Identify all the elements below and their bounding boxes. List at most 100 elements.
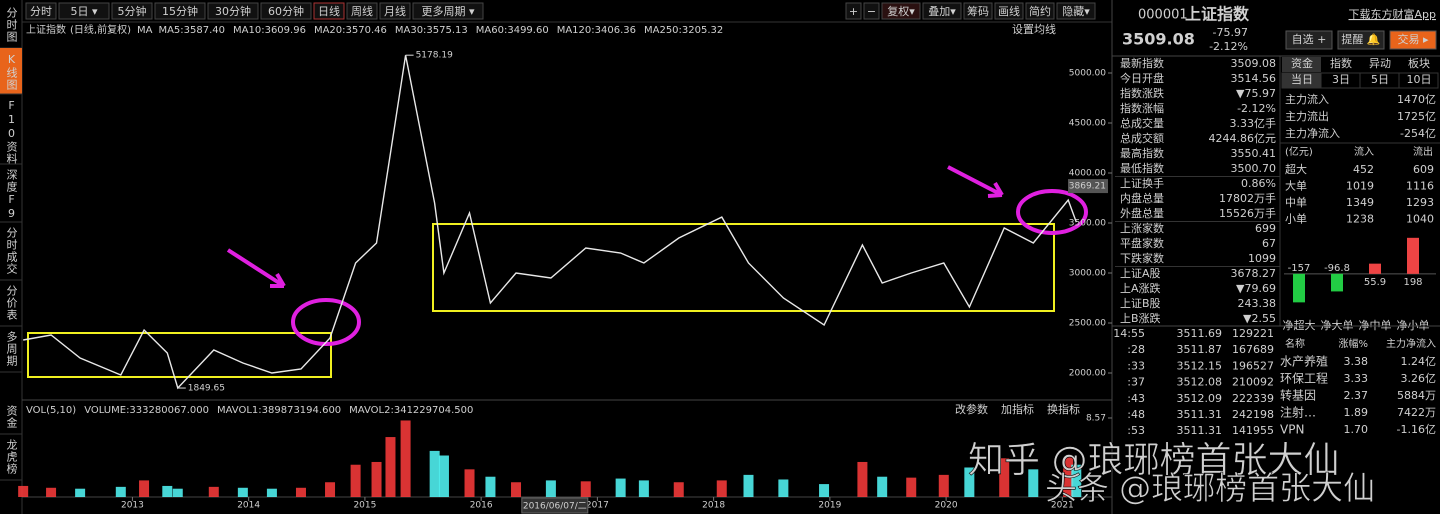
period-button[interactable] bbox=[260, 2, 312, 20]
volume-bar bbox=[400, 420, 411, 497]
sector-header: 名称 bbox=[1285, 337, 1305, 350]
period-button[interactable] bbox=[25, 2, 57, 20]
flow-table-out: 1293 bbox=[1406, 196, 1434, 209]
x-tick-label: 2014 bbox=[237, 501, 260, 511]
stat-value: 67 bbox=[1262, 237, 1276, 250]
volume-bar bbox=[295, 487, 306, 497]
period-label[interactable]: 更多周期 ▾ bbox=[421, 4, 474, 18]
period-label[interactable]: 周线 bbox=[351, 4, 373, 18]
tool-label[interactable]: − bbox=[867, 5, 876, 18]
volume-bar bbox=[819, 484, 830, 497]
sidebar-item[interactable]: F10资料 bbox=[5, 99, 18, 165]
sidebar-item[interactable]: 龙虎榜 bbox=[5, 439, 18, 475]
sector-name: 环保工程 bbox=[1280, 371, 1328, 386]
stat-value: 3514.56 bbox=[1231, 72, 1277, 85]
sidebar-item[interactable]: 分时成交 bbox=[5, 227, 18, 275]
net-flow-label: -96.8 bbox=[1324, 263, 1350, 274]
indicator-button[interactable]: 换指标 bbox=[1047, 402, 1080, 416]
flow-label: 主力流出 bbox=[1285, 109, 1329, 123]
volume-bar bbox=[1063, 457, 1074, 497]
watermark: 头条 @琅琊榜首张大仙 bbox=[1045, 469, 1375, 507]
subtab[interactable]: 3日 bbox=[1332, 73, 1350, 86]
ma-legend: MA5:3587.40 bbox=[158, 25, 225, 36]
volume-bar bbox=[115, 486, 126, 497]
tool-button[interactable] bbox=[1025, 2, 1055, 20]
tool-button[interactable] bbox=[922, 2, 962, 20]
stat-label: 下跌家数 bbox=[1120, 251, 1164, 265]
x-tick-label: 2017 bbox=[586, 501, 609, 511]
quote-button[interactable] bbox=[1285, 30, 1333, 50]
app-link[interactable]: 下载东方财富App bbox=[1349, 7, 1437, 21]
net-flow-category: 净小单 bbox=[1397, 318, 1430, 332]
tool-button[interactable] bbox=[963, 2, 993, 20]
sector-name: 注射… bbox=[1280, 405, 1316, 420]
stat-value: 243.38 bbox=[1238, 297, 1277, 310]
y-tick-label: 4000.00 bbox=[1069, 169, 1106, 179]
volume-bar bbox=[464, 469, 475, 497]
tool-label[interactable]: 画线 bbox=[998, 4, 1020, 18]
highlight-circle bbox=[1016, 189, 1088, 235]
period-button[interactable] bbox=[313, 2, 345, 20]
indicator-button[interactable]: 改参数 bbox=[955, 402, 988, 416]
tool-label[interactable]: 简约 bbox=[1029, 4, 1051, 18]
sidebar-item[interactable]: 分价表 bbox=[5, 285, 18, 321]
tool-button[interactable] bbox=[1056, 2, 1096, 20]
stat-label: 今日开盘 bbox=[1120, 71, 1164, 85]
period-button[interactable] bbox=[58, 2, 110, 20]
period-button[interactable] bbox=[412, 2, 484, 20]
quote-button[interactable] bbox=[1337, 30, 1385, 50]
tool-button[interactable] bbox=[863, 2, 880, 20]
indicator-button[interactable]: 加指标 bbox=[1001, 402, 1034, 416]
sidebar-item[interactable]: K线图 bbox=[5, 53, 18, 91]
period-button[interactable] bbox=[346, 2, 378, 20]
sidebar-item[interactable]: 多周期 bbox=[5, 330, 18, 367]
tab[interactable]: 指数 bbox=[1330, 56, 1352, 70]
tool-label[interactable]: 复权▾ bbox=[887, 4, 915, 18]
tool-button[interactable] bbox=[881, 2, 921, 20]
quote-button-label[interactable]: 自选 + bbox=[1292, 33, 1327, 46]
subtab-frame bbox=[1398, 72, 1439, 89]
period-button[interactable] bbox=[154, 2, 206, 20]
tool-button[interactable] bbox=[845, 2, 862, 20]
stock-code: 000001 bbox=[1138, 8, 1188, 23]
subtab[interactable]: 当日 bbox=[1291, 72, 1313, 86]
quote-button[interactable] bbox=[1389, 30, 1437, 50]
tool-label[interactable]: 筹码 bbox=[967, 4, 989, 18]
period-label[interactable]: 15分钟 bbox=[162, 4, 198, 18]
quote-button-label[interactable]: 提醒 🔔 bbox=[1341, 33, 1380, 46]
period-button[interactable] bbox=[379, 2, 411, 20]
chart-title: 上证指数 bbox=[26, 23, 66, 36]
subtab[interactable]: 5日 bbox=[1371, 73, 1389, 86]
subtab[interactable]: 10日 bbox=[1407, 73, 1432, 86]
period-label[interactable]: 30分钟 bbox=[215, 4, 251, 18]
sector-flow: -1.16亿 bbox=[1397, 423, 1436, 436]
tab[interactable]: 资金 bbox=[1291, 56, 1313, 70]
period-button[interactable] bbox=[207, 2, 259, 20]
sidebar-item[interactable]: 资金 bbox=[5, 405, 18, 429]
tool-label[interactable]: 隐藏▾ bbox=[1062, 5, 1090, 18]
period-label[interactable]: 分时 bbox=[30, 5, 52, 18]
volume-legend: MAVOL1:389873194.600 bbox=[217, 405, 341, 416]
tool-label[interactable]: 叠加▾ bbox=[928, 5, 956, 18]
tool-label[interactable]: + bbox=[849, 5, 858, 18]
period-label[interactable]: 日线 bbox=[318, 4, 340, 18]
sidebar-item[interactable]: 分时图 bbox=[5, 7, 18, 43]
tab-active bbox=[1282, 57, 1321, 72]
period-label[interactable]: 60分钟 bbox=[268, 4, 304, 18]
quote-button-label[interactable]: 交易 ▸ bbox=[1397, 32, 1428, 46]
settings-button[interactable]: 设置均线 bbox=[1012, 22, 1056, 36]
period-label[interactable]: 月线 bbox=[384, 4, 406, 18]
volume-bar bbox=[857, 461, 868, 497]
volume-bar bbox=[485, 476, 496, 497]
tab[interactable]: 异动 bbox=[1369, 57, 1391, 70]
sidebar-item[interactable]: 深度F9 bbox=[5, 169, 18, 221]
tool-button[interactable] bbox=[994, 2, 1024, 20]
tab[interactable]: 板块 bbox=[1408, 56, 1430, 70]
stat-label: 上A涨跌 bbox=[1120, 281, 1161, 295]
cursor-box bbox=[521, 497, 589, 514]
period-label[interactable]: 5日 ▾ bbox=[70, 5, 97, 18]
ma-legend: MA20:3570.46 bbox=[314, 25, 387, 36]
period-label[interactable]: 5分钟 bbox=[118, 4, 147, 18]
period-button[interactable] bbox=[111, 2, 153, 20]
